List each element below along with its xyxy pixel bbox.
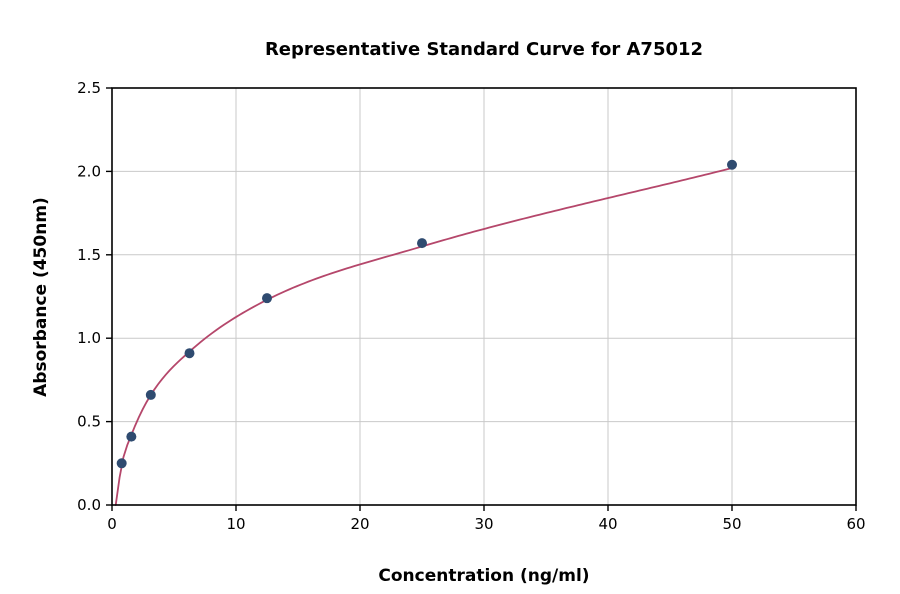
data-point bbox=[184, 348, 195, 359]
y-tick-label: 0.5 bbox=[77, 413, 101, 431]
data-point bbox=[727, 159, 737, 170]
data-point bbox=[126, 431, 137, 442]
plot-area: 0 10 20 30 40 50 60 0.0 0.5 1.0 1.5 2.0 2.5 bbox=[77, 79, 865, 533]
y-tick-label: 0.0 bbox=[77, 496, 101, 514]
data-point bbox=[145, 389, 156, 400]
x-tick-label: 50 bbox=[722, 515, 741, 533]
x-tick-label: 0 bbox=[107, 515, 117, 533]
x-tick-label: 60 bbox=[846, 515, 865, 533]
x-axis-label: Concentration (ng/ml) bbox=[378, 566, 589, 586]
y-tick-label: 1.5 bbox=[77, 246, 101, 264]
x-tick-label: 40 bbox=[598, 515, 617, 533]
data-point bbox=[262, 293, 272, 304]
y-tick-label: 2.0 bbox=[77, 162, 101, 180]
y-axis-label: Absorbance (450nm) bbox=[31, 197, 51, 397]
x-tick-label: 10 bbox=[226, 515, 245, 533]
data-point bbox=[116, 458, 127, 469]
y-tick-label: 1.0 bbox=[77, 329, 101, 347]
fitted-curve bbox=[114, 167, 733, 506]
x-tick-label: 30 bbox=[474, 515, 493, 533]
chart-title: Representative Standard Curve for A75012 bbox=[265, 39, 703, 60]
y-tick-label: 2.5 bbox=[77, 79, 101, 97]
data-point bbox=[417, 238, 427, 249]
x-tick-label: 20 bbox=[350, 515, 369, 533]
